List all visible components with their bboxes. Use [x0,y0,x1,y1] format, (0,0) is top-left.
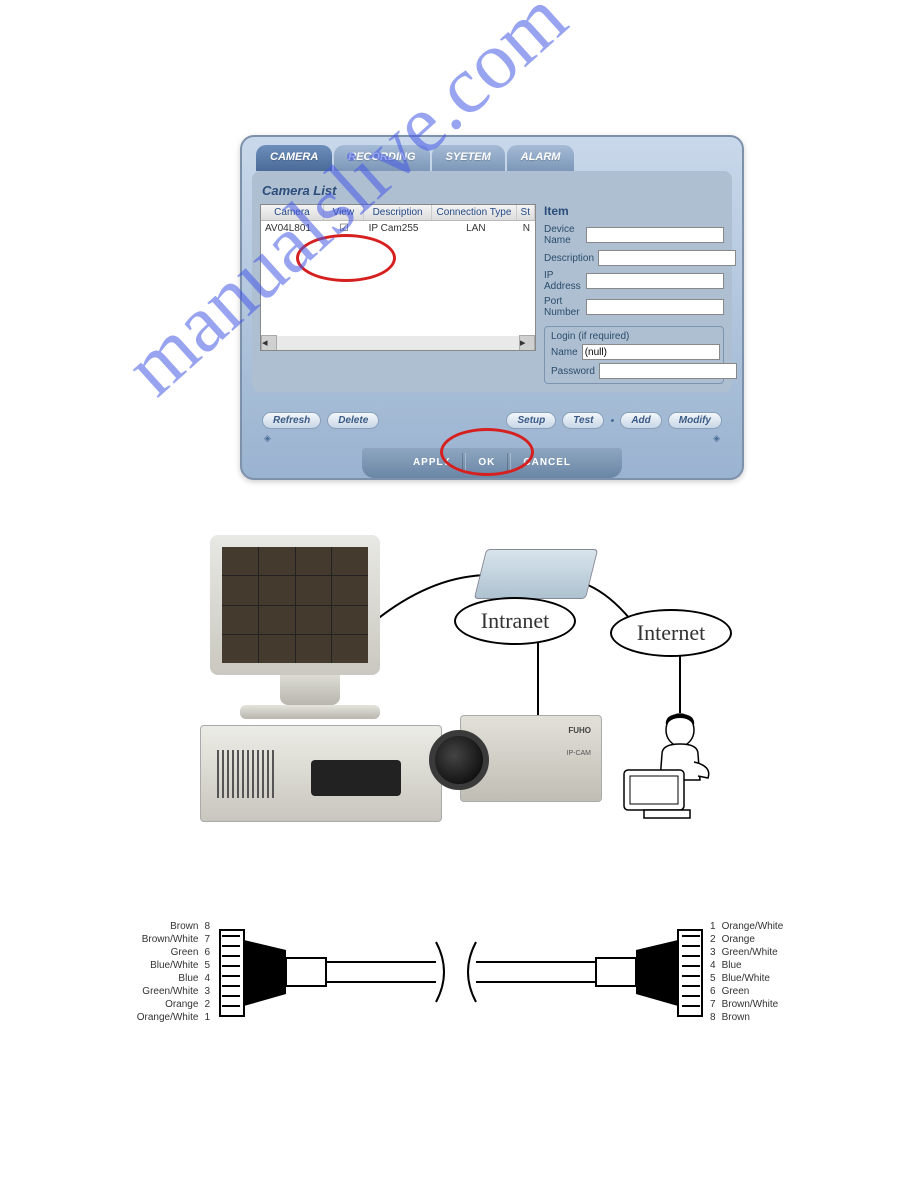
dvr-rack-illustration [200,725,442,822]
cell-view-checkbox[interactable]: ☑ [324,221,364,236]
refresh-button[interactable]: Refresh [262,412,321,429]
add-button[interactable]: Add [620,412,661,429]
scroll-left-icon[interactable]: ◂ [261,335,277,351]
cell-camera: AV04L801 [261,221,324,236]
tab-camera[interactable]: CAMERA [256,145,332,171]
login-title: Login (if required) [551,331,717,342]
item-panel-title: Item [544,204,724,218]
label-password: Password [551,366,595,377]
col-camera[interactable]: Camera [261,205,324,220]
port-field[interactable] [586,299,724,315]
login-name-field[interactable] [582,344,720,360]
next-icon[interactable]: ◈ [713,433,720,444]
lens-icon [429,730,489,790]
intranet-label: Intranet [454,597,576,645]
cam-brand: FUHO [568,726,591,735]
modify-button[interactable]: Modify [668,412,722,429]
router-illustration [474,549,598,599]
right-pin-list: 1Orange/White 2Orange 3Green/White 4Blue… [710,920,810,1024]
col-view[interactable]: View [324,205,364,220]
cell-st: N [519,221,535,236]
cancel-button[interactable]: CANCEL [510,453,583,472]
section-title: Camera List [262,183,722,198]
label-login-name: Name [551,347,578,358]
ipcam-illustration: FUHO IP-CAM [460,715,602,802]
user-illustration [620,710,740,820]
cam-model: IP-CAM [567,750,592,757]
table-row[interactable]: AV04L801 ☑ IP Cam255 LAN N [261,221,535,236]
tab-bar: CAMERA RECORDING SYETEM ALARM [242,137,742,171]
device-name-field[interactable] [586,227,724,243]
description-field[interactable] [598,250,736,266]
prev-icon[interactable]: ◈ [264,433,271,444]
apply-button[interactable]: APPLY [401,453,463,472]
delete-button[interactable]: Delete [327,412,379,429]
internet-label: Internet [610,609,732,657]
tab-recording[interactable]: RECORDING [334,145,429,171]
col-conn-type[interactable]: Connection Type [432,205,516,220]
login-group: Login (if required) Name Password [544,326,724,384]
label-device-name: Device Name [544,224,582,246]
label-ip-address: IP Address [544,270,582,292]
monitor-illustration [210,535,410,725]
password-field[interactable] [599,363,737,379]
camera-list[interactable]: Camera View Description Connection Type … [260,204,536,351]
camera-config-dialog: CAMERA RECORDING SYETEM ALARM Camera Lis… [240,135,744,480]
left-pin-list: Brown8 Brown/White7 Green6 Blue/White5 B… [110,920,210,1024]
cable-svg [216,920,706,1030]
label-port: Port Number [544,296,582,318]
footer-bar: APPLY OK CANCEL [362,448,622,478]
h-scrollbar[interactable]: ◂ ▸ [261,336,535,350]
cell-desc: IP Cam255 [365,221,434,236]
cable-pinout-diagram: Brown8 Brown/White7 Green6 Blue/White5 B… [110,920,810,1040]
cell-conn: LAN [434,221,519,236]
tab-syetem[interactable]: SYETEM [432,145,505,171]
network-diagram: Intranet Internet FUHO IP-CAM [200,535,750,855]
setup-button[interactable]: Setup [506,412,556,429]
label-description: Description [544,253,594,264]
test-button[interactable]: Test [562,412,604,429]
ok-button[interactable]: OK [465,453,508,472]
ip-address-field[interactable] [586,273,724,289]
col-st[interactable]: St [517,205,535,220]
col-description[interactable]: Description [364,205,433,220]
tab-alarm[interactable]: ALARM [507,145,575,171]
scroll-right-icon[interactable]: ▸ [519,335,535,351]
